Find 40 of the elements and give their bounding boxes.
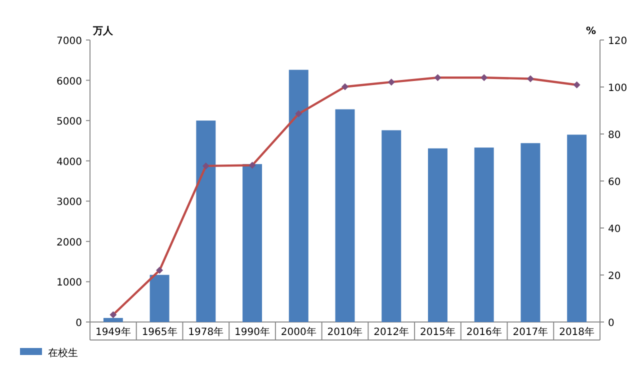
y2-tick-label: 80 [608,130,621,141]
y-tick-label: 3000 [56,197,82,208]
y2-tick-label: 100 [608,83,628,94]
x-tick-label: 2010年 [327,326,363,338]
bar [520,143,540,322]
y-tick-label: 6000 [56,76,82,88]
bar [103,318,123,322]
y-tick-label: 1000 [56,278,82,289]
y2-tick-label: 40 [608,224,621,235]
bar [567,134,587,322]
bar [288,70,308,322]
y2-tick-label: 60 [608,177,621,188]
x-tick-label: 1978年 [188,326,224,338]
legend-label: 在校生 [48,347,78,359]
x-tick-label: 1990年 [234,326,270,338]
bar [196,120,216,322]
y-tick-label: 5000 [56,116,82,128]
y-tick-label: 0 [76,318,82,329]
y-tick-label: 7000 [56,36,82,47]
x-tick-label: 2016年 [466,326,502,338]
x-tick-label: 1949年 [95,326,131,338]
y2-tick-label: 0 [608,318,614,329]
y-axis-title: 万人 [92,25,114,37]
y-tick-label: 4000 [56,156,82,168]
y2-axis-title: % [586,26,596,37]
bar [242,164,262,322]
x-tick-label: 2012年 [374,326,410,338]
x-tick-label: 2000年 [280,326,316,338]
bar [335,109,355,322]
y2-tick-label: 120 [608,36,628,47]
y-tick-label: 2000 [56,237,82,248]
bar [474,148,494,322]
y2-tick-label: 20 [608,271,621,282]
x-tick-label: 2015年 [420,326,456,338]
bar [382,130,402,322]
x-tick-label: 2017年 [512,326,548,338]
bar [428,148,448,322]
x-tick-label: 1965年 [142,326,178,338]
x-tick-label: 2018年 [559,326,595,338]
bar [150,274,170,322]
